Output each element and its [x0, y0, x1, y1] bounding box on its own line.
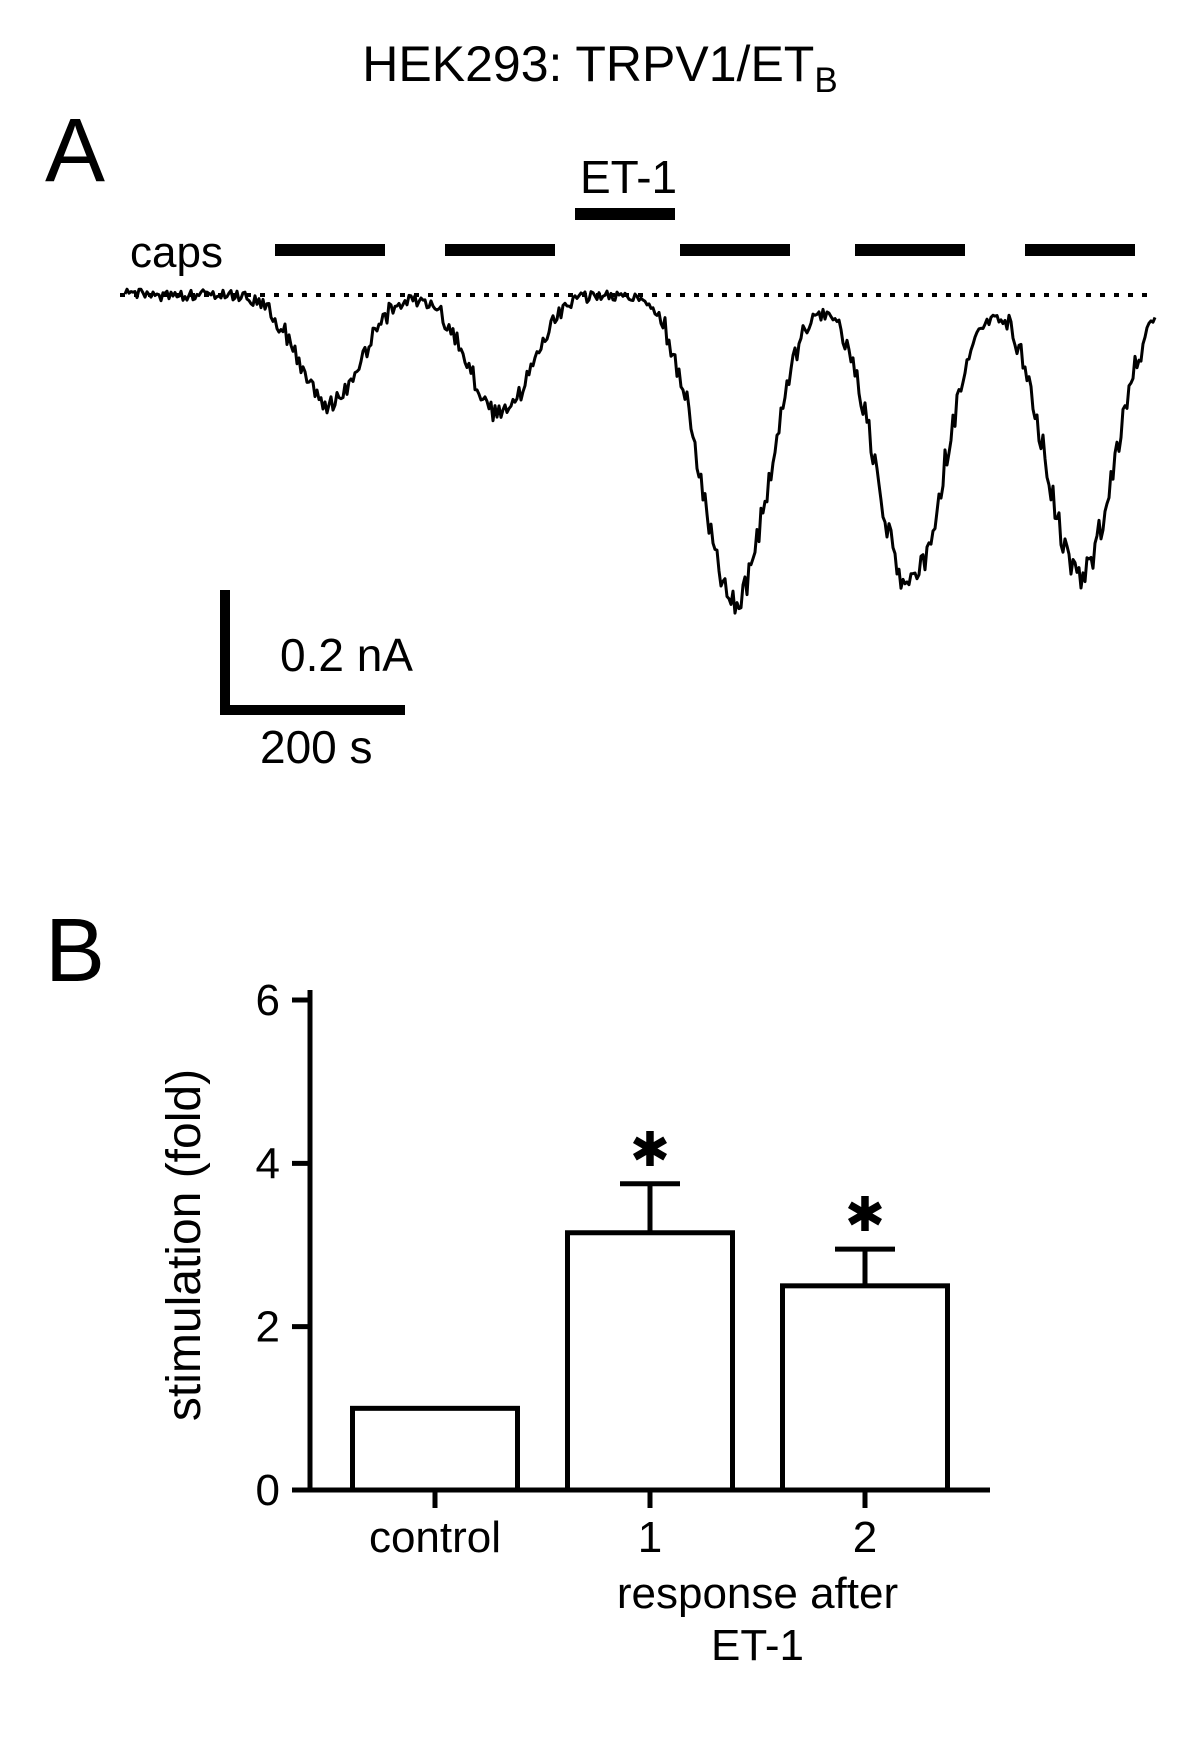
- svg-text:stimulation (fold): stimulation (fold): [158, 1069, 211, 1421]
- svg-text:2: 2: [853, 1513, 877, 1562]
- svg-text:2: 2: [256, 1303, 280, 1352]
- svg-text:✱: ✱: [630, 1124, 670, 1177]
- panel-a-svg: [120, 170, 1160, 730]
- panel-a-letter: A: [45, 100, 105, 203]
- svg-text:✱: ✱: [845, 1189, 885, 1242]
- svg-text:6: 6: [256, 976, 280, 1025]
- title-text: HEK293: TRPV1/ET: [362, 36, 814, 92]
- svg-text:4: 4: [256, 1139, 280, 1188]
- title-sub: B: [814, 61, 837, 100]
- svg-text:ET-1: ET-1: [711, 1621, 804, 1670]
- figure-title: HEK293: TRPV1/ETB: [0, 35, 1200, 101]
- svg-text:1: 1: [638, 1513, 662, 1562]
- svg-text:response after: response after: [617, 1569, 898, 1618]
- panel-b-svg: 0 2 4 6 stimulation (fold) control ✱ 1 ✱ 2 respons…: [140, 960, 1040, 1700]
- svg-text:0: 0: [256, 1466, 280, 1515]
- panel-b-letter: B: [45, 900, 105, 1003]
- svg-text:control: control: [369, 1513, 501, 1562]
